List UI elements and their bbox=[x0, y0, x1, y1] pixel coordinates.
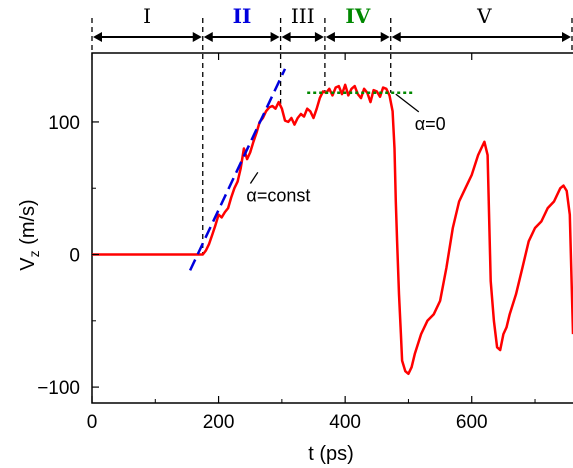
region-arrowhead-left bbox=[203, 32, 213, 42]
annotation-pointer bbox=[395, 93, 420, 113]
region-arrowhead-left bbox=[93, 32, 102, 42]
region-arrowhead-left bbox=[391, 32, 401, 42]
annotation-pointer bbox=[249, 171, 259, 184]
series-group bbox=[92, 68, 573, 376]
region-label: V bbox=[476, 4, 492, 28]
region-arrowhead-right bbox=[314, 32, 324, 42]
x-tick-label: 0 bbox=[87, 412, 98, 433]
y-tick-label: 0 bbox=[69, 246, 80, 267]
region-label: II bbox=[233, 4, 252, 28]
plot-frame bbox=[91, 52, 573, 404]
region-label: I bbox=[143, 4, 151, 28]
x-tick-label: 600 bbox=[456, 412, 488, 433]
region-arrowhead-right bbox=[562, 32, 571, 42]
region-arrowhead-left bbox=[281, 32, 291, 42]
y-tick-label: −100 bbox=[37, 378, 80, 399]
y-tick-label: 100 bbox=[48, 113, 80, 134]
annotation-label: α=const bbox=[246, 185, 310, 205]
region-boundaries: I II III IV V bbox=[91, 4, 573, 255]
y-axis-label-sub: z bbox=[26, 250, 42, 257]
region-arrowhead-right bbox=[270, 32, 280, 42]
region-arrowhead-left bbox=[325, 32, 335, 42]
plot-border bbox=[91, 52, 573, 404]
y-axis-label-units: (m/s) bbox=[17, 199, 39, 250]
x-tick-label: 200 bbox=[203, 412, 235, 433]
annotations: α=const α=0 bbox=[246, 93, 446, 205]
slope-fit-line bbox=[188, 68, 287, 271]
annotation-label: α=0 bbox=[415, 114, 446, 134]
y-axis-label-main: V bbox=[17, 257, 39, 271]
region-arrowhead-right bbox=[380, 32, 390, 42]
x-axis-label: t (ps) bbox=[308, 443, 354, 465]
series-line bbox=[92, 83, 573, 376]
region-arrowhead-right bbox=[192, 32, 202, 42]
x-tick-label: 400 bbox=[329, 412, 361, 433]
axis-ticks: 0 200 400 600 −100 0 100 bbox=[37, 53, 536, 433]
region-label: III bbox=[291, 4, 315, 28]
region-label: IV bbox=[345, 4, 370, 28]
y-axis-label: Vz (m/s) bbox=[17, 199, 42, 270]
